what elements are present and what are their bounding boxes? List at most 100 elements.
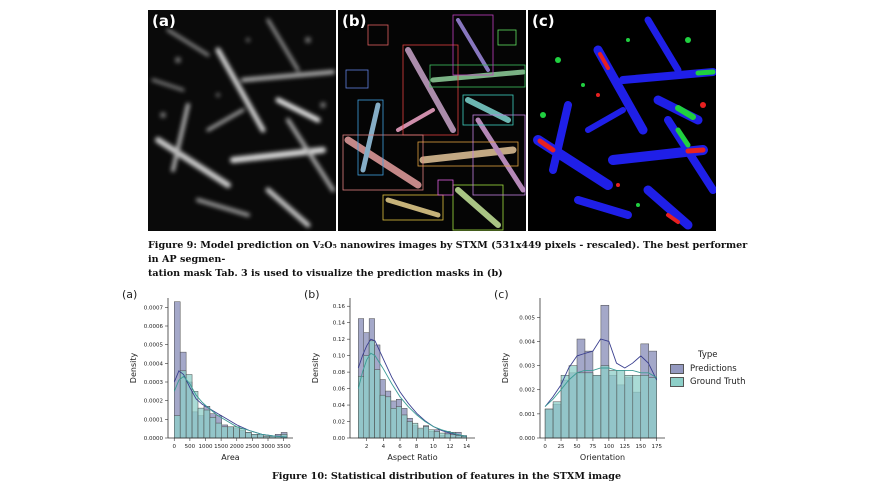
figure-9-caption: Figure 9: Model prediction on V₂O₅ nanow… xyxy=(148,239,748,281)
figure-9-caption-line-1: Figure 9: Model prediction on V₂O₅ nanow… xyxy=(148,240,748,265)
x-tick-label: 0 xyxy=(543,444,547,450)
legend-label-ground-truth: Ground Truth xyxy=(690,376,746,387)
x-tick-label: 1000 xyxy=(199,444,213,450)
histogram-bar-ground-truth xyxy=(185,374,193,439)
x-tick-label: 2000 xyxy=(230,444,244,450)
aspect-ratio-histogram-svg: (b) 0.00 0.02 0.04 0.06 0.08 0.10 0.12 0.14 0.16 2… xyxy=(304,288,475,462)
x-tick-label: 100 xyxy=(604,444,615,450)
histogram-bar-ground-truth xyxy=(221,426,228,439)
histogram-bar-ground-truth xyxy=(374,369,381,439)
histogram-bar-ground-truth xyxy=(245,432,252,439)
histogram-bar-ground-truth xyxy=(433,431,440,439)
x-tick-label: 0 xyxy=(173,444,177,450)
panel-label-b: (b) xyxy=(342,12,367,30)
histogram-bar-ground-truth xyxy=(648,377,657,439)
panel-label-c: (c) xyxy=(532,12,555,30)
prediction-masks-panel: (b) xyxy=(338,10,526,231)
histogram-bar-ground-truth xyxy=(203,409,211,439)
y-tick-label: 0.0001 xyxy=(144,417,163,423)
histogram-bar-ground-truth xyxy=(174,415,181,439)
y-tick-label: 0.12 xyxy=(333,337,345,343)
histogram-bar-ground-truth xyxy=(417,427,424,439)
histogram-bar-ground-truth xyxy=(379,394,386,439)
y-tick-label: 0.001 xyxy=(519,412,535,418)
x-tick-label: 12 xyxy=(447,444,454,450)
prediction-masks-image xyxy=(338,10,526,231)
histogram-bar-ground-truth xyxy=(444,433,451,439)
x-tick-label: 3000 xyxy=(261,444,275,450)
y-tick-label: 0.0004 xyxy=(144,361,164,367)
y-tick-label: 0.02 xyxy=(333,420,345,426)
y-tick-label: 0.004 xyxy=(519,339,535,345)
mask-comparison-image xyxy=(528,10,716,231)
histogram-bar-ground-truth xyxy=(396,406,402,439)
histogram-bar-ground-truth xyxy=(624,374,634,439)
y-tick-label: 0.06 xyxy=(333,387,346,393)
x-tick-label: 3500 xyxy=(277,444,291,450)
x-tick-label: 1500 xyxy=(214,444,228,450)
y-axis-label: Density xyxy=(311,353,320,384)
area-histogram-svg: (a) 0.0000 0.0001 0.0002 0.0003 0.0004 0.0005 0… xyxy=(122,288,293,462)
histogram-bar-ground-truth xyxy=(632,374,642,439)
y-tick-label: 0.003 xyxy=(519,364,535,370)
histogram-bar-ground-truth xyxy=(401,414,408,439)
stxm-grayscale-image xyxy=(148,10,336,231)
x-tick-label: 500 xyxy=(185,444,196,450)
histogram-bar-ground-truth xyxy=(179,370,187,439)
y-tick-label: 0.00 xyxy=(333,436,346,442)
histogram-bar-ground-truth xyxy=(191,391,199,439)
x-tick-label: 2500 xyxy=(245,444,259,450)
panel-label-a: (a) xyxy=(152,12,176,30)
histogram-bar-ground-truth xyxy=(227,426,234,439)
y-tick-label: 0.08 xyxy=(333,370,346,376)
kde-line-predictions xyxy=(357,338,467,437)
mask-comparison-panel: (c) xyxy=(528,10,716,231)
histogram-bar-ground-truth xyxy=(239,428,246,439)
y-tick-label: 0.002 xyxy=(519,388,535,394)
x-tick-label: 50 xyxy=(573,444,580,450)
x-tick-label: 75 xyxy=(589,444,596,450)
histogram-bar-ground-truth xyxy=(616,370,626,439)
legend-title: Type xyxy=(698,350,718,360)
y-tick-label: 0.0000 xyxy=(144,436,164,442)
x-tick-label: 10 xyxy=(430,444,437,450)
histogram-bar-ground-truth xyxy=(428,429,435,439)
y-tick-label: 0.005 xyxy=(519,315,535,321)
histogram-bar-ground-truth xyxy=(608,370,618,439)
stxm-image-panel: (a) xyxy=(148,10,336,231)
histogram-bar-ground-truth xyxy=(390,408,397,439)
x-tick-label: 125 xyxy=(620,444,631,450)
kde-line-ground-truth xyxy=(357,352,467,437)
y-tick-label: 0.0006 xyxy=(144,324,164,330)
x-tick-label: 14 xyxy=(463,444,470,450)
chart-panel-label: (c) xyxy=(494,288,509,301)
chart-panel-label: (b) xyxy=(304,288,320,301)
x-tick-label: 8 xyxy=(415,444,419,450)
legend-swatch-predictions xyxy=(670,363,684,374)
histogram-bar-ground-truth xyxy=(544,408,554,439)
legend-item-predictions: Predictions xyxy=(668,362,746,375)
histogram-bar-ground-truth xyxy=(209,417,217,439)
kde-line-ground-truth xyxy=(173,375,287,438)
y-tick-label: 0.14 xyxy=(333,321,346,327)
legend-swatch-ground-truth xyxy=(670,376,684,387)
histogram-bar-ground-truth xyxy=(215,422,222,439)
chart-panel-label: (a) xyxy=(122,288,137,301)
x-tick-label: 2 xyxy=(365,444,369,450)
x-axis-label: Aspect Ratio xyxy=(387,453,437,462)
y-axis-label: Density xyxy=(129,353,138,384)
x-tick-label: 150 xyxy=(636,444,647,450)
x-tick-label: 4 xyxy=(382,444,386,450)
orientation-histogram-svg: (c) 0.000 0.001 0.002 0.003 0.004 0.005 0 25 50 75… xyxy=(494,288,665,462)
y-tick-label: 0.0007 xyxy=(144,305,164,311)
histogram-bar-ground-truth xyxy=(363,355,370,439)
y-tick-label: 0.0005 xyxy=(144,343,164,349)
histogram-bar-ground-truth xyxy=(439,432,446,439)
histogram-bar-ground-truth xyxy=(423,426,430,439)
histogram-bar-ground-truth xyxy=(592,374,602,439)
y-tick-label: 0.0003 xyxy=(144,380,164,386)
y-tick-label: 0.000 xyxy=(519,436,535,442)
y-tick-label: 0.04 xyxy=(333,403,346,409)
histogram-bar-ground-truth xyxy=(584,372,594,439)
orientation-histogram: (c) 0.000 0.001 0.002 0.003 0.004 0.005 0 25 50 75… xyxy=(490,286,675,470)
